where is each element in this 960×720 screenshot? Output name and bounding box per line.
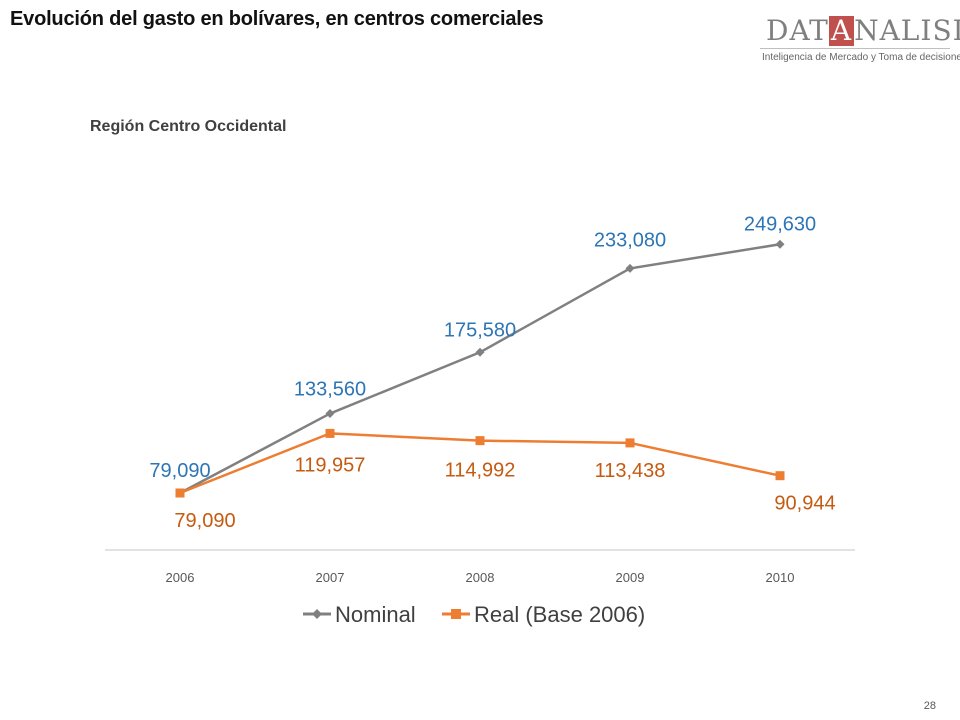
legend-label-nominal: Nominal bbox=[335, 602, 416, 627]
data-label-real: 90,944 bbox=[774, 493, 835, 515]
data-label-real: 119,957 bbox=[295, 454, 366, 476]
x-tick-label: 2006 bbox=[166, 570, 195, 585]
data-label-real: 79,090 bbox=[174, 510, 235, 532]
data-point-nominal bbox=[625, 263, 635, 273]
data-label-real: 113,438 bbox=[595, 460, 666, 482]
data-point-nominal bbox=[475, 347, 485, 357]
legend-label-real: Real (Base 2006) bbox=[474, 602, 645, 627]
x-tick-label: 2007 bbox=[316, 570, 345, 585]
data-label-nominal: 175,580 bbox=[444, 319, 516, 341]
logo-tagline: Inteligencia de Mercado y Toma de decisi… bbox=[762, 52, 960, 63]
data-point-nominal bbox=[775, 239, 785, 249]
data-label-nominal: 233,080 bbox=[594, 229, 666, 251]
datanalisis-logo: DATANALISIS Inteligencia de Mercado y To… bbox=[760, 14, 960, 66]
legend-marker-diamond bbox=[312, 609, 322, 619]
logo-wordmark: DATANALISIS bbox=[766, 14, 960, 47]
data-label-real: 114,992 bbox=[445, 460, 516, 482]
data-label-nominal: 133,560 bbox=[294, 379, 366, 401]
logo-word-highlight: A bbox=[828, 14, 855, 47]
data-point-real bbox=[475, 436, 485, 446]
data-label-nominal: 249,630 bbox=[744, 213, 816, 235]
data-point-real bbox=[775, 471, 785, 481]
x-tick-label: 2008 bbox=[466, 570, 495, 585]
legend-marker-square bbox=[451, 609, 461, 619]
data-point-real bbox=[625, 438, 635, 448]
page-number: 28 bbox=[923, 700, 936, 712]
data-point-real bbox=[175, 488, 185, 498]
logo-divider bbox=[760, 48, 950, 49]
data-point-nominal bbox=[325, 409, 335, 419]
data-point-real bbox=[325, 428, 335, 438]
chart-title: Región Centro Occidental bbox=[90, 118, 287, 135]
data-label-nominal: 79,090 bbox=[149, 460, 210, 482]
x-tick-label: 2009 bbox=[616, 570, 645, 585]
slide-title: Evolución del gasto en bolívares, en cen… bbox=[10, 8, 544, 30]
x-tick-label: 2010 bbox=[766, 570, 795, 585]
logo-word-left: DAT bbox=[766, 14, 829, 47]
logo-word-right: NALISIS bbox=[854, 14, 960, 47]
